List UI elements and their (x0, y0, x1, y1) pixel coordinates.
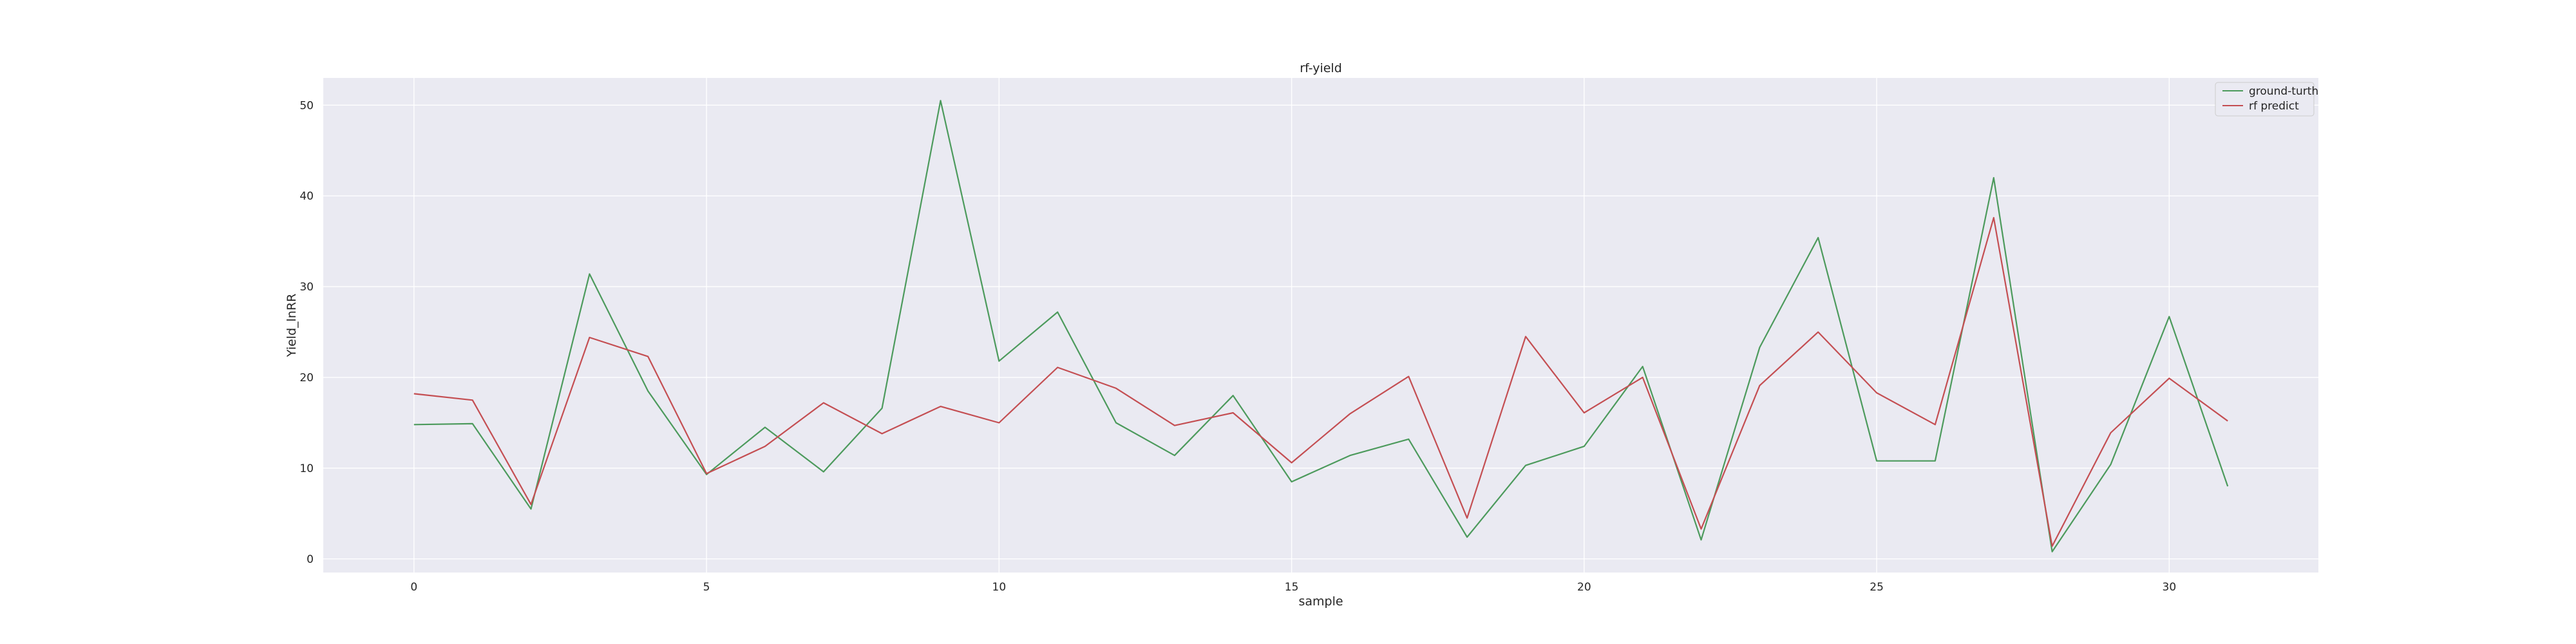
legend: ground-turth rf predict (2215, 82, 2318, 117)
x-axis-label: sample (1298, 594, 1343, 609)
y-tick-label: 30 (299, 281, 314, 294)
y-tick-label: 40 (299, 190, 314, 203)
y-axis-label: Yield_lnRR (285, 294, 299, 357)
y-tick-label: 10 (299, 462, 314, 475)
series-layer (413, 100, 2229, 553)
x-tick-label: 0 (410, 581, 417, 594)
x-tick-label: 20 (1577, 581, 1591, 594)
y-tick-label: 20 (299, 372, 314, 384)
x-tick-label: 25 (1870, 581, 1884, 594)
x-tick-label: 5 (703, 581, 710, 594)
x-tick-label: 30 (2163, 581, 2177, 594)
y-tick-label: 0 (307, 553, 314, 566)
x-tick-label: 10 (992, 581, 1007, 594)
x-tick-labels: 0 5 10 15 20 25 30 (410, 581, 2176, 594)
plot-area (323, 78, 2318, 573)
chart-title: rf-yield (1300, 61, 1342, 75)
series-line-rf-predict (413, 216, 2228, 547)
x-tick-label: 15 (1285, 581, 1299, 594)
legend-label-rf-predict: rf predict (2249, 100, 2299, 113)
y-tick-labels: 0 10 20 30 40 50 (299, 99, 314, 566)
legend-label-ground-turth: ground-turth (2249, 85, 2318, 98)
y-tick-label: 50 (299, 99, 314, 112)
series-line-ground-turth (413, 100, 2229, 553)
